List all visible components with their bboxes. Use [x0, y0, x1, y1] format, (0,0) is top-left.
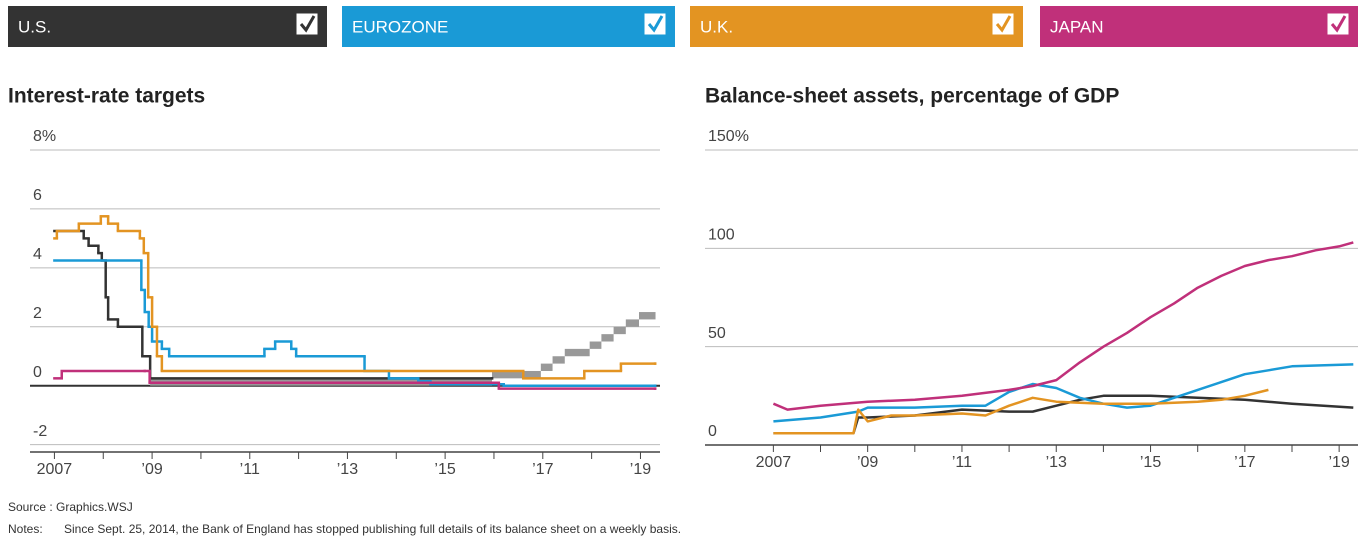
y-tick-label: 150%	[708, 128, 749, 145]
chart-title: Interest-rate targets	[8, 85, 205, 108]
x-tick-label: ’17	[1234, 454, 1255, 471]
x-tick-label: ’09	[857, 454, 878, 471]
x-tick-label: ’13	[1046, 454, 1067, 471]
series-line: EUROZONE	[773, 363, 1354, 423]
y-tick-label: 6	[33, 187, 42, 204]
series-line: U.K.	[773, 388, 1269, 435]
range-band	[601, 334, 614, 342]
x-tick-label: ’19	[630, 461, 651, 478]
x-tick-label: ’15	[434, 461, 455, 478]
range-band	[655, 312, 656, 320]
notes-label: Notes:	[8, 522, 43, 536]
y-tick-label: 4	[33, 246, 42, 263]
chart-title: Balance-sheet assets, percentage of GDP	[705, 85, 1119, 108]
toggle-label: U.S.	[18, 17, 51, 36]
y-tick-label: 8%	[33, 128, 56, 145]
y-tick-label: 2	[33, 305, 42, 322]
series-toggle[interactable]: U.K.	[690, 6, 1023, 47]
series-toggle[interactable]: EUROZONE	[342, 6, 675, 47]
y-tick-label: -2	[33, 423, 47, 440]
series-line: JAPAN	[772, 241, 1354, 411]
range-band	[564, 348, 590, 357]
y-tick-label: 50	[708, 325, 726, 342]
range-band	[613, 326, 626, 335]
x-tick-label: ’11	[240, 461, 260, 478]
toggle-label: JAPAN	[1050, 17, 1104, 36]
checkmark	[1330, 15, 1347, 33]
range-band	[639, 312, 656, 320]
x-tick-label: 2007	[756, 454, 792, 471]
checkmark	[995, 15, 1012, 33]
toggle-label: EUROZONE	[352, 17, 448, 36]
notes: Since Sept. 25, 2014, the Bank of Englan…	[64, 522, 681, 536]
source: Source : Graphics.WSJ	[8, 500, 133, 514]
toggle-label: U.K.	[700, 17, 733, 36]
y-tick-label: 100	[708, 227, 735, 244]
x-tick-label: ’17	[532, 461, 553, 478]
range-band	[540, 363, 553, 371]
x-tick-label: ’15	[1140, 454, 1161, 471]
x-tick-label: ’11	[952, 454, 972, 471]
x-tick-label: ’09	[141, 461, 162, 478]
y-tick-label: 0	[708, 423, 717, 440]
toggle-box[interactable]	[1040, 6, 1358, 47]
x-tick-label: ’13	[337, 461, 358, 478]
checkmark	[299, 15, 316, 33]
x-tick-label: ’19	[1328, 454, 1349, 471]
y-tick-label: 0	[33, 364, 42, 381]
toggle-box[interactable]	[342, 6, 675, 47]
range-band	[492, 370, 541, 379]
range-band	[589, 341, 602, 349]
range-band	[625, 319, 639, 327]
range-band	[552, 356, 565, 364]
series-toggle[interactable]: JAPAN	[1040, 6, 1358, 47]
series-toggle[interactable]: U.S.	[8, 6, 327, 47]
toggle-box[interactable]	[690, 6, 1023, 47]
toggle-box[interactable]	[8, 6, 327, 47]
x-tick-label: 2007	[37, 461, 73, 478]
checkmark	[647, 15, 664, 33]
